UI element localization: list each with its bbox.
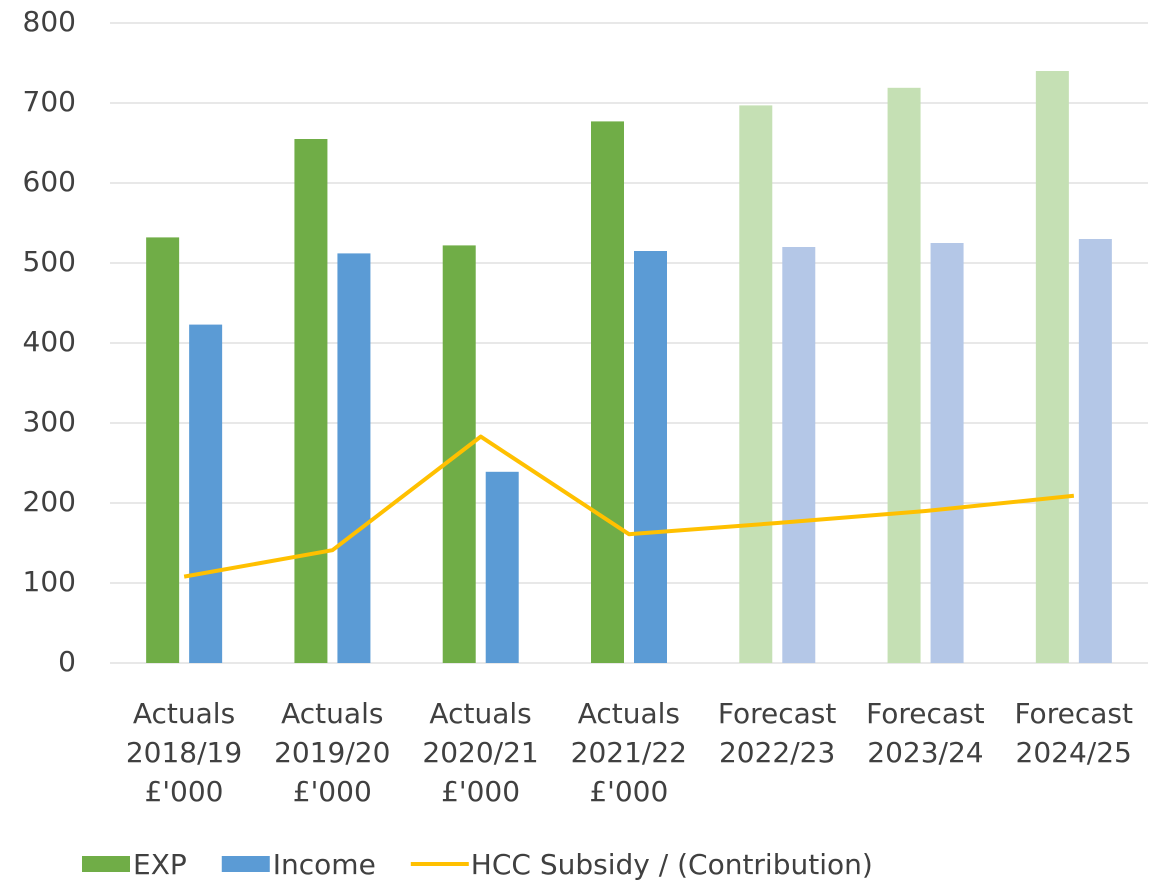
legend-swatch [221, 856, 270, 872]
y-tick-label: 600 [23, 165, 76, 198]
x-tick-label: Forecast 2023/24 [866, 697, 985, 769]
y-tick-label: 100 [23, 565, 76, 598]
x-tick-label: Actuals 2019/20 £'000 [274, 697, 391, 808]
legend-label: EXP [133, 848, 187, 881]
x-tick-label: Actuals 2018/19 £'000 [125, 697, 243, 808]
bar [591, 121, 624, 663]
y-tick-label: 700 [23, 85, 76, 118]
legend-swatch [82, 856, 130, 872]
x-tick-label: Actuals 2020/21 £'000 [422, 697, 539, 808]
y-tick-label: 800 [23, 5, 76, 38]
y-tick-label: 200 [23, 485, 76, 518]
bar [189, 324, 223, 663]
bar [634, 251, 667, 663]
x-tick-label: Forecast 2022/23 [717, 697, 837, 769]
bar [1035, 71, 1069, 663]
bar [739, 105, 773, 663]
bar [337, 253, 371, 663]
bar [146, 237, 180, 663]
bar [294, 139, 328, 663]
bar [1078, 239, 1112, 663]
y-tick-label: 400 [23, 325, 76, 358]
y-tick-label: 500 [23, 245, 76, 278]
legend-label: HCC Subsidy / (Contribution) [471, 848, 873, 881]
bar [930, 243, 964, 663]
bar [485, 471, 519, 663]
x-tick-label: Forecast 2024/25 [1014, 697, 1133, 769]
line-series [183, 434, 1075, 579]
legend-label: Income [273, 848, 376, 881]
y-tick-label: 300 [23, 405, 76, 438]
bar [887, 87, 921, 664]
y-tick-label: 0 [58, 645, 76, 678]
bar [782, 247, 816, 663]
x-tick-label: Actuals 2021/22 £'000 [570, 697, 687, 808]
